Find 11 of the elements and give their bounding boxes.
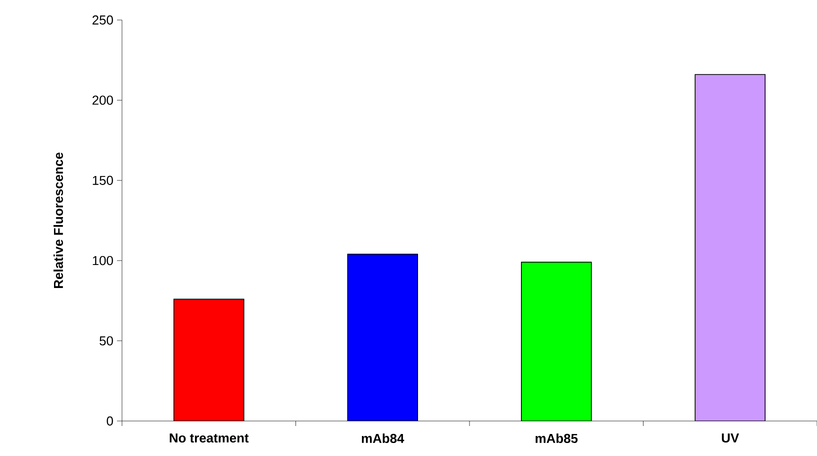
- y-tick-label: 150: [92, 176, 113, 185]
- y-axis-title: Relative Fluorescence: [54, 152, 64, 288]
- x-tick-label: mAb84: [362, 434, 404, 444]
- x-tick-label: mAb85: [536, 434, 578, 444]
- x-tick-label: No treatment: [170, 434, 249, 443]
- x-tick-label: UV: [722, 434, 740, 443]
- y-tick-label: 100: [92, 256, 113, 266]
- y-tick-label: 50: [100, 336, 113, 346]
- y-tick-label: 0: [106, 416, 113, 426]
- y-tick-label: 200: [92, 96, 113, 105]
- y-tick-label: 250: [92, 15, 113, 25]
